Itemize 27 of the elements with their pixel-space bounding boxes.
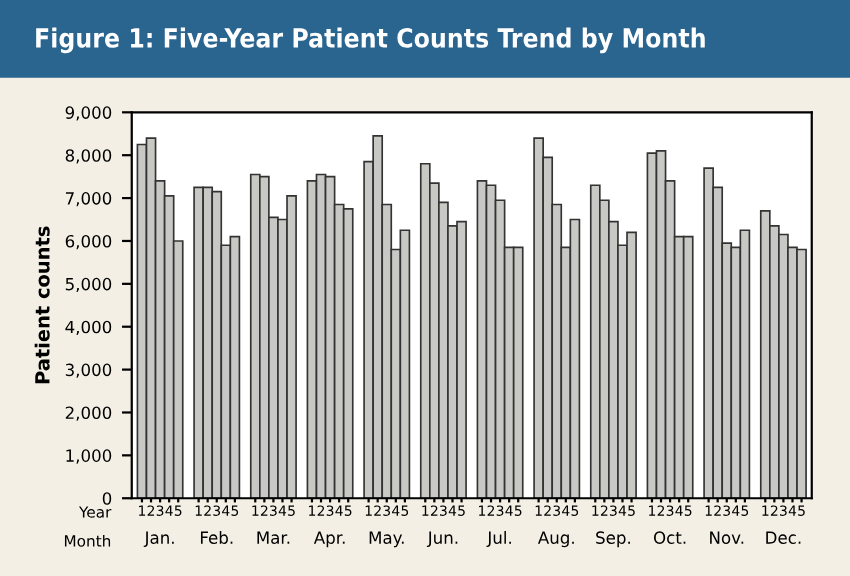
x-tick-label: Feb.	[200, 531, 233, 544]
y-tick-label: 4,000	[65, 320, 112, 335]
y-tick-label: 8,000	[65, 149, 112, 164]
y-tick-label: 1,000	[66, 449, 112, 464]
y-tick-label: 3,000	[65, 363, 112, 378]
x-tick-label: Dec.	[766, 531, 801, 544]
y-tick-label: 9,000	[65, 106, 112, 121]
bar	[342, 207, 354, 499]
y-tick-label: 5,000	[65, 277, 112, 293]
x-tick-label: May.	[369, 531, 404, 548]
x-tick-label: Oct.	[653, 531, 686, 544]
bar	[512, 246, 524, 499]
x-tick-label: Jul.	[486, 531, 511, 548]
y-tick-label: 7,000	[65, 192, 112, 207]
y-tick-label: 2,000	[65, 406, 112, 421]
x-tick-label: Aug.	[537, 531, 574, 548]
y-tick-label: 6,000	[65, 234, 112, 250]
x-tick-label: Jun.	[426, 531, 458, 548]
y-axis-title: Patient counts	[34, 226, 50, 384]
x-tick-label: Mar.	[257, 531, 290, 544]
x-tick-label: Nov.	[710, 531, 744, 544]
chart-title: Figure 1: Five-Year Patient Counts Trend by Month	[36, 27, 705, 54]
bar	[682, 235, 694, 499]
x-tick-label: Jan.	[143, 531, 174, 548]
x-tick-label: Sep.	[596, 531, 630, 548]
x-tick-label: Apr.	[313, 531, 345, 548]
y-tick-label: 0	[102, 492, 112, 505]
